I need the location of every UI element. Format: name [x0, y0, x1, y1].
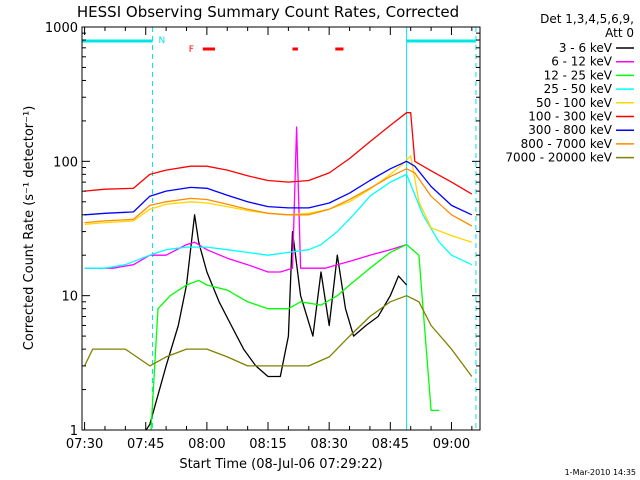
x-tick-label: 09:00	[433, 437, 470, 452]
series-layer	[84, 112, 473, 430]
x-tick-label: 07:45	[127, 437, 164, 452]
legend-header-line2: Att 0	[605, 26, 634, 40]
series-line-6	[84, 160, 473, 216]
x-axis-label: Start Time (08-Jul-06 07:29:22)	[179, 457, 382, 472]
y-tick-label: 1000	[45, 21, 78, 36]
legend-label: 3 - 6 keV	[559, 41, 613, 55]
chart-title: HESSI Observing Summary Count Rates, Cor…	[77, 3, 459, 21]
legend-label: 800 - 7000 keV	[521, 137, 613, 151]
x-tick-label: 08:45	[372, 437, 409, 452]
legend-label: 100 - 300 keV	[528, 110, 612, 124]
legend-header-line1: Det 1,3,4,5,6,9,	[540, 12, 634, 26]
x-tick-label: 07:30	[66, 437, 103, 452]
flag-layer: NF	[82, 27, 477, 430]
legend-label: 6 - 12 keV	[551, 55, 613, 69]
series-line-4	[84, 155, 473, 243]
series-line-3	[84, 173, 473, 269]
legend-label: 12 - 25 keV	[544, 68, 613, 82]
y-tick-label: 100	[53, 155, 78, 170]
x-tick-label: 08:30	[310, 437, 347, 452]
series-line-5	[84, 112, 473, 195]
legend-label: 50 - 100 keV	[536, 96, 613, 110]
x-tick-label: 08:00	[188, 437, 225, 452]
y-axis-label: Corrected Count Rate (s⁻¹ detector⁻¹)	[22, 106, 37, 351]
plot-frame	[81, 26, 481, 431]
night-flag-label: N	[159, 36, 166, 46]
series-line-0	[145, 214, 408, 430]
y-tick-label: 10	[61, 290, 78, 305]
series-line-7	[84, 168, 473, 227]
axis-layer: 1 10 100 1000 07:30 07:45 08:00 08:15 08:30 08:45…	[45, 21, 480, 452]
x-tick-label: 08:15	[249, 437, 286, 452]
legend-label: 7000 - 20000 keV	[505, 151, 612, 165]
y-tick-label: 1	[70, 424, 78, 439]
legend-label: 25 - 50 keV	[544, 82, 613, 96]
series-line-8	[84, 295, 473, 377]
footer-date: 1-Mar-2010 14:35	[565, 468, 636, 477]
series-line-1	[84, 126, 407, 273]
series-line-2	[150, 243, 440, 430]
flare-flag-label: F	[189, 45, 194, 55]
legend-label: 300 - 800 keV	[528, 123, 612, 137]
